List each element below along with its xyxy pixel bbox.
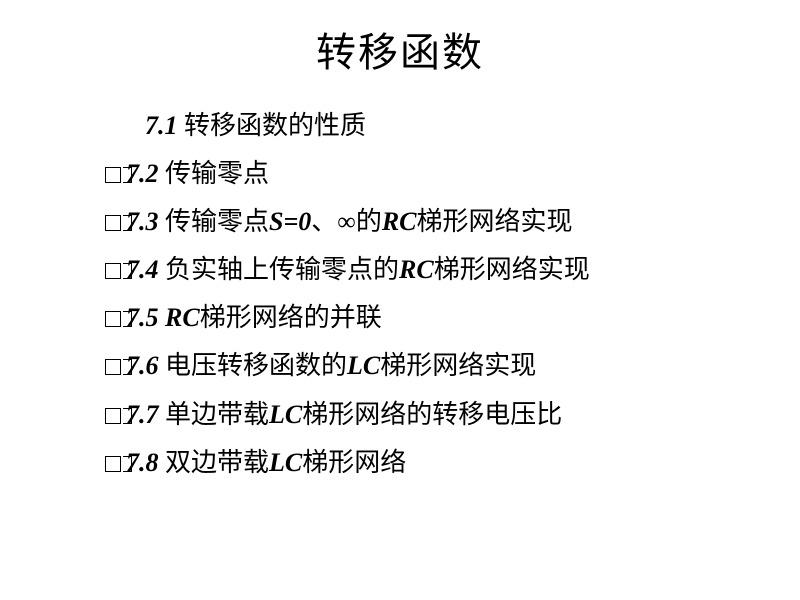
toc-text: 、∞的 (311, 207, 382, 236)
toc-item: 7.5 RC梯形网络的并联 (105, 294, 800, 342)
toc-number-prefix: 7 (126, 400, 139, 429)
toc-text: 梯形网络的转移电压比 (302, 400, 562, 429)
toc-item: 7.2 传输零点 (105, 150, 800, 198)
bullet-icon (105, 359, 121, 375)
toc-item: 7.6 电压转移函数的LC梯形网络实现 (105, 342, 800, 390)
toc-number: .3 (139, 207, 159, 236)
toc-item: 7.4 负实轴上传输零点的RC梯形网络实现 (105, 246, 800, 294)
toc-text: 电压转移函数的 (159, 351, 348, 380)
toc-text: 单边带载 (159, 400, 270, 429)
toc-text: 双边带载 (159, 448, 270, 477)
toc-item: 7.3 传输零点S=0、∞的RC梯形网络实现 (105, 198, 800, 246)
toc-text: LC (269, 400, 302, 429)
toc-number: .8 (139, 448, 159, 477)
toc-text: 传输零点 (159, 207, 270, 236)
toc-text: 梯形网络实现 (434, 255, 590, 284)
toc-text: 梯形网络实现 (417, 207, 573, 236)
bullet-icon (105, 311, 121, 327)
bullet-icon (105, 167, 121, 183)
toc-number: .2 (139, 159, 159, 188)
slide-page: 转移函数 7.1 转移函数的性质7.2 传输零点7.3 传输零点S=0、∞的RC… (0, 0, 800, 600)
bullet-icon (105, 263, 121, 279)
toc-list: 7.1 转移函数的性质7.2 传输零点7.3 传输零点S=0、∞的RC梯形网络实… (0, 102, 800, 487)
toc-number-prefix: 7 (126, 303, 139, 332)
toc-number-prefix: 7 (126, 351, 139, 380)
toc-number-prefix: 7 (126, 159, 139, 188)
toc-text: LC (269, 448, 302, 477)
toc-item: 7.7 单边带载LC梯形网络的转移电压比 (105, 391, 800, 439)
toc-number: .4 (139, 255, 159, 284)
toc-text: 梯形网络实现 (380, 351, 536, 380)
toc-text: RC (399, 255, 434, 284)
toc-number: 7.1 (145, 111, 178, 140)
bullet-icon (105, 456, 121, 472)
toc-text: RC (382, 207, 417, 236)
toc-number: .6 (139, 351, 159, 380)
page-title: 转移函数 (0, 20, 800, 78)
toc-text: 梯形网络的并联 (200, 303, 382, 332)
toc-number-prefix: 7 (126, 255, 139, 284)
toc-number: .7 (139, 400, 159, 429)
toc-number-prefix: 7 (126, 207, 139, 236)
toc-text: S=0 (269, 207, 311, 236)
toc-text: 传输零点 (159, 159, 270, 188)
bullet-icon (105, 408, 121, 424)
toc-text: 梯形网络 (302, 448, 406, 477)
toc-item: 7.8 双边带载LC梯形网络 (105, 439, 800, 487)
bullet-icon (105, 215, 121, 231)
toc-text: 转移函数的性质 (178, 111, 367, 140)
toc-number-prefix: 7 (126, 448, 139, 477)
toc-text: 负实轴上传输零点的 (159, 255, 400, 284)
toc-item: 7.1 转移函数的性质 (105, 102, 800, 150)
toc-number: .5 RC (139, 303, 200, 332)
toc-text: LC (347, 351, 380, 380)
